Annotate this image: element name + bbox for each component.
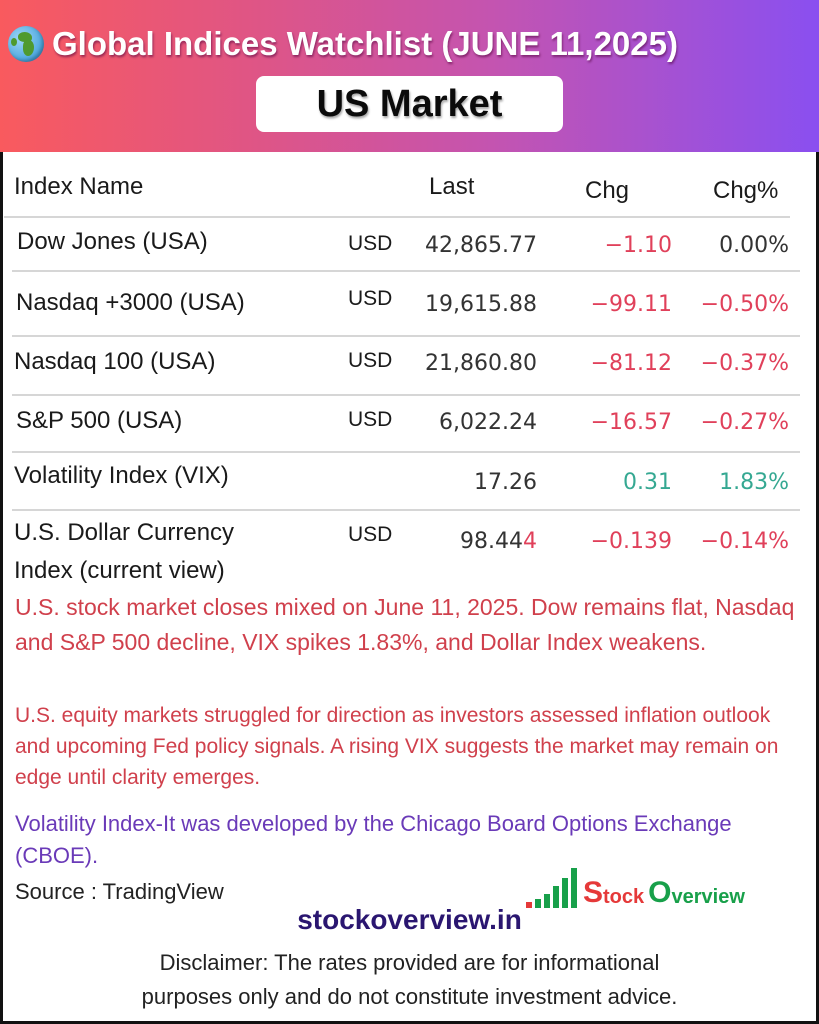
header-banner: Global Indices Watchlist (JUNE 11,2025) …: [0, 0, 819, 152]
change-value: −0.139: [590, 529, 672, 554]
last-value: 19,615.88: [425, 292, 537, 317]
row-divider: [12, 335, 800, 337]
index-name: Nasdaq 100 (USA): [14, 348, 216, 375]
column-header-index-name: Index Name: [14, 173, 144, 200]
disclaimer-line-1: Disclaimer: The rates provided are for i…: [159, 950, 660, 975]
index-name: Dow Jones (USA): [17, 228, 208, 255]
disclaimer-line-2: purposes only and do not constitute inve…: [141, 984, 678, 1009]
globe-icon: [8, 26, 44, 62]
last-value-tick: 4: [523, 529, 537, 554]
index-name: Nasdaq +3000 (USA): [16, 289, 245, 316]
cboe-note: Volatility Index-It was developed by the…: [15, 811, 732, 868]
change-value: −81.12: [590, 351, 672, 376]
last-value: 98.444: [380, 529, 537, 554]
column-header-chg: Chg: [585, 177, 630, 204]
logo-letter-s: S: [583, 876, 604, 909]
change-percent: 1.83%: [719, 470, 789, 495]
source-text: Source : TradingView: [15, 879, 224, 904]
last-value-main: 98.44: [460, 529, 523, 554]
stockoverview-logo: S tock O verview: [526, 862, 745, 908]
index-name: S&P 500 (USA): [16, 407, 183, 434]
change-value: −16.57: [590, 410, 672, 435]
currency: USD: [348, 408, 393, 431]
summary-paragraph-2: U.S. equity markets struggled for direct…: [15, 704, 779, 789]
change-value: −1.10: [604, 233, 672, 258]
logo-letter-o: O: [648, 876, 672, 909]
index-name-line2: Index (current view): [14, 557, 225, 584]
change-percent: −0.50%: [700, 292, 789, 317]
last-value: 6,022.24: [439, 410, 537, 435]
currency: USD: [348, 349, 393, 372]
disclaimer: Disclaimer: The rates provided are for i…: [0, 946, 819, 1014]
column-header-chg-pct: Chg%: [713, 177, 779, 204]
title-text: Global Indices Watchlist (JUNE 11,2025): [52, 25, 678, 62]
change-percent: −0.37%: [700, 351, 789, 376]
row-divider: [4, 216, 790, 218]
last-value: 42,865.77: [425, 233, 537, 258]
bar-chart-icon: [526, 868, 577, 908]
logo-text-tock: tock: [603, 886, 645, 908]
last-value: 17.26: [474, 470, 537, 495]
change-percent: 0.00%: [719, 233, 789, 258]
currency: USD: [348, 523, 393, 546]
column-header-last: Last: [429, 173, 475, 200]
page-title: Global Indices Watchlist (JUNE 11,2025): [8, 20, 813, 68]
last-value: 21,860.80: [425, 351, 537, 376]
row-divider: [12, 451, 800, 453]
row-divider: [12, 394, 800, 396]
index-name-line1: U.S. Dollar Currency: [14, 519, 235, 546]
row-divider: [12, 509, 800, 511]
logo-text-verview: verview: [671, 886, 745, 908]
content-frame: [0, 152, 819, 1024]
market-badge: US Market: [256, 76, 563, 132]
currency: USD: [348, 287, 393, 310]
summary-paragraph-1: U.S. stock market closes mixed on June 1…: [15, 594, 795, 655]
currency: USD: [348, 232, 393, 255]
change-percent: −0.27%: [700, 410, 789, 435]
row-divider: [12, 270, 800, 272]
change-value: −99.11: [590, 292, 672, 317]
change-percent: −0.14%: [700, 529, 789, 554]
change-value: 0.31: [623, 470, 672, 495]
index-name: Volatility Index (VIX): [14, 462, 229, 489]
website-link[interactable]: stockoverview.in: [297, 904, 522, 935]
